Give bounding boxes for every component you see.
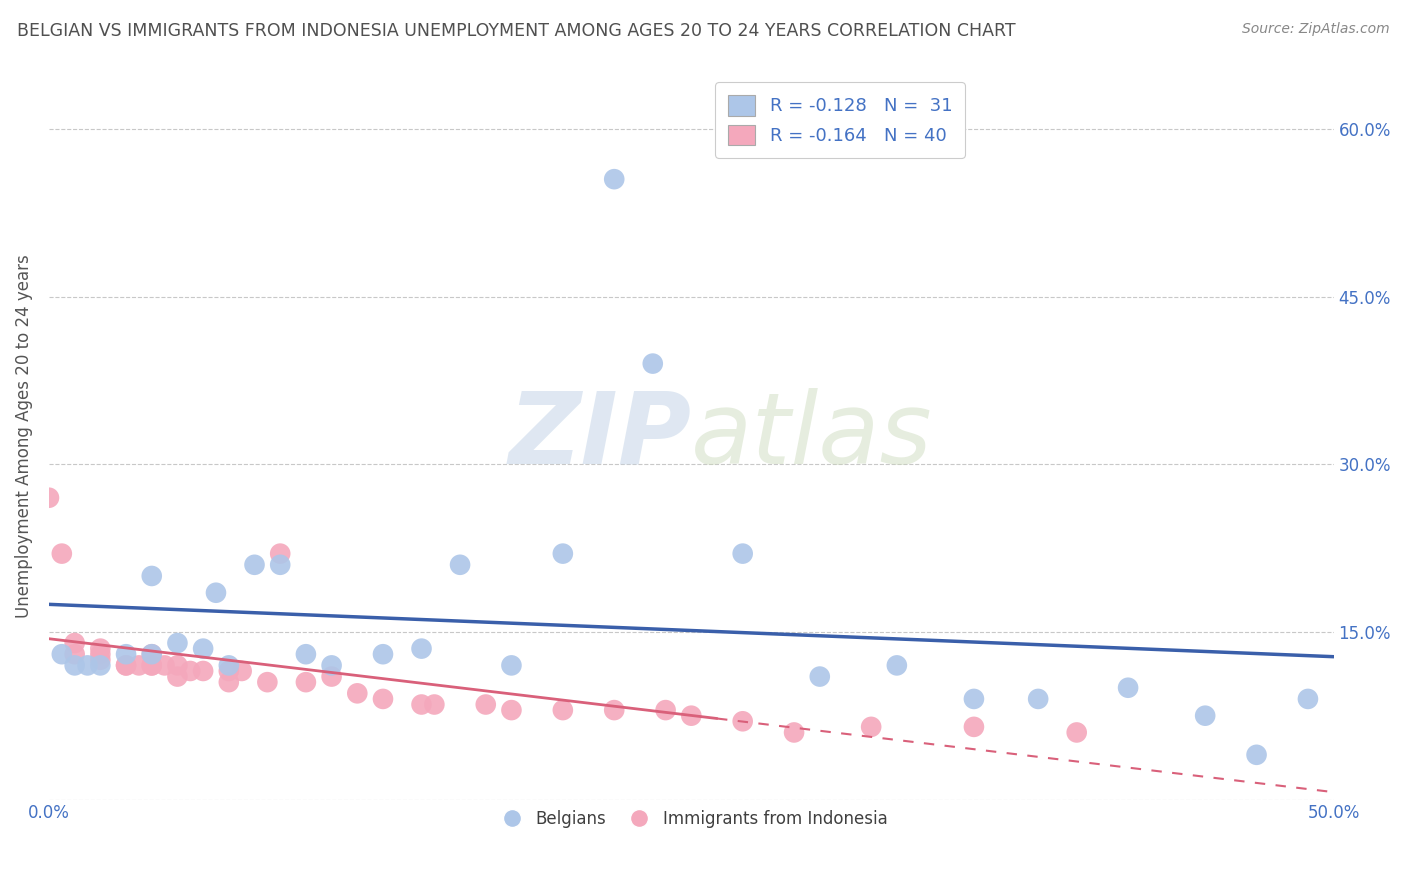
Point: [1026, 692, 1049, 706]
Point: [474, 698, 496, 712]
Point: [641, 357, 664, 371]
Point: [501, 658, 523, 673]
Point: [218, 658, 240, 673]
Point: [256, 675, 278, 690]
Point: [141, 647, 163, 661]
Point: [63, 658, 86, 673]
Text: ZIP: ZIP: [509, 388, 692, 484]
Point: [115, 647, 138, 661]
Point: [295, 675, 318, 690]
Point: [51, 547, 73, 561]
Y-axis label: Unemployment Among Ages 20 to 24 years: Unemployment Among Ages 20 to 24 years: [15, 254, 32, 618]
Point: [269, 547, 291, 561]
Point: [166, 658, 188, 673]
Point: [860, 720, 883, 734]
Point: [411, 698, 433, 712]
Point: [411, 641, 433, 656]
Point: [218, 675, 240, 690]
Point: [205, 586, 228, 600]
Point: [1194, 708, 1216, 723]
Point: [141, 647, 163, 661]
Point: [371, 692, 394, 706]
Point: [681, 708, 703, 723]
Point: [603, 172, 626, 186]
Point: [51, 647, 73, 661]
Point: [89, 658, 111, 673]
Text: atlas: atlas: [692, 388, 934, 484]
Point: [76, 658, 98, 673]
Point: [731, 714, 754, 729]
Point: [89, 647, 111, 661]
Point: [321, 669, 343, 683]
Point: [731, 547, 754, 561]
Point: [1246, 747, 1268, 762]
Point: [191, 664, 214, 678]
Point: [783, 725, 806, 739]
Point: [89, 653, 111, 667]
Text: Source: ZipAtlas.com: Source: ZipAtlas.com: [1241, 22, 1389, 37]
Point: [166, 669, 188, 683]
Point: [808, 669, 831, 683]
Point: [1116, 681, 1139, 695]
Point: [141, 658, 163, 673]
Point: [963, 720, 986, 734]
Point: [89, 641, 111, 656]
Point: [603, 703, 626, 717]
Point: [191, 641, 214, 656]
Text: BELGIAN VS IMMIGRANTS FROM INDONESIA UNEMPLOYMENT AMONG AGES 20 TO 24 YEARS CORR: BELGIAN VS IMMIGRANTS FROM INDONESIA UNE…: [17, 22, 1015, 40]
Point: [551, 703, 574, 717]
Point: [38, 491, 60, 505]
Point: [128, 658, 150, 673]
Point: [449, 558, 471, 572]
Point: [346, 686, 368, 700]
Point: [963, 692, 986, 706]
Point: [269, 558, 291, 572]
Point: [1296, 692, 1319, 706]
Point: [501, 703, 523, 717]
Point: [423, 698, 446, 712]
Point: [218, 664, 240, 678]
Point: [1066, 725, 1088, 739]
Point: [654, 703, 676, 717]
Point: [115, 658, 138, 673]
Point: [321, 658, 343, 673]
Point: [243, 558, 266, 572]
Point: [63, 636, 86, 650]
Point: [166, 636, 188, 650]
Point: [551, 547, 574, 561]
Legend: Belgians, Immigrants from Indonesia: Belgians, Immigrants from Indonesia: [488, 804, 894, 835]
Point: [141, 569, 163, 583]
Point: [886, 658, 908, 673]
Point: [179, 664, 201, 678]
Point: [231, 664, 253, 678]
Point: [141, 658, 163, 673]
Point: [115, 658, 138, 673]
Point: [295, 647, 318, 661]
Point: [153, 658, 176, 673]
Point: [371, 647, 394, 661]
Point: [63, 647, 86, 661]
